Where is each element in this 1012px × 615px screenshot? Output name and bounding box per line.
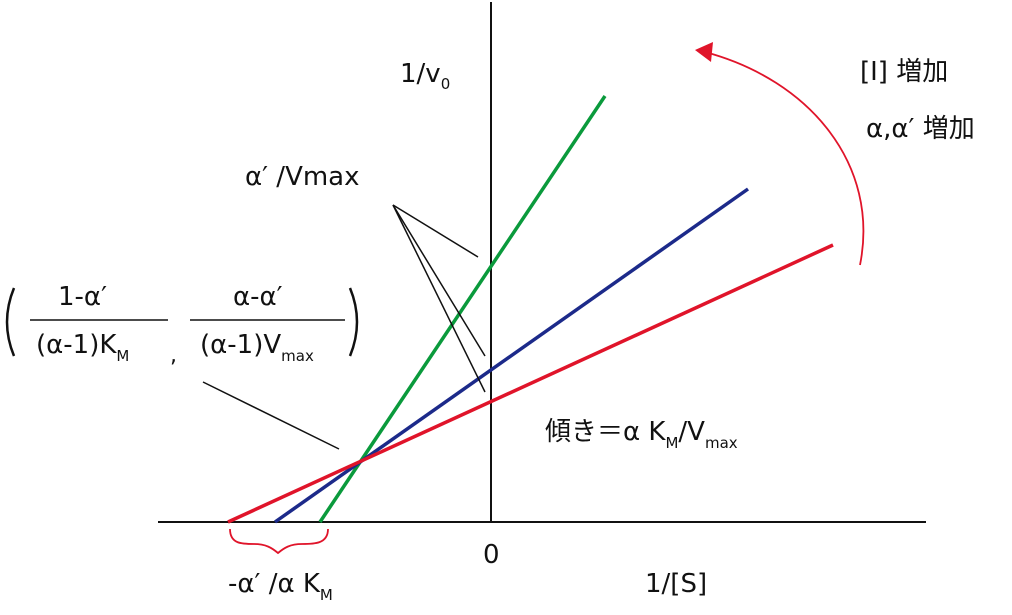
intersection-comma: , xyxy=(170,343,177,368)
blue-line xyxy=(273,187,750,524)
intersection-x-denominator: (α-1)KM xyxy=(36,330,129,365)
intersection-coordinate: 1-α′ (α-1)KM , α-α′ (α-1)Vmax xyxy=(5,282,359,368)
pointer-intersection xyxy=(202,381,340,450)
x-axis-label: 1/[S] xyxy=(645,569,707,599)
right-paren xyxy=(348,287,359,357)
pointer-green-intercept xyxy=(392,204,479,258)
pointer-red-intercept xyxy=(392,204,486,393)
intercept-label: α′ /Vmax xyxy=(245,162,360,192)
increase-alpha-label: α,α′ 増加 xyxy=(866,114,975,144)
increase-inhibitor-label: [I] 増加 xyxy=(860,57,948,87)
intersection-x-numerator: 1-α′ xyxy=(58,282,107,312)
slope-label: 傾き＝α KM/Vmax xyxy=(545,417,738,452)
left-paren xyxy=(5,287,16,357)
green-line xyxy=(318,95,607,523)
origin-label: 0 xyxy=(483,540,500,570)
arrow-head-icon xyxy=(695,42,713,62)
pointer-blue-intercept xyxy=(392,204,486,357)
x-intercept-label: -α′ /α KM xyxy=(228,569,333,604)
intersection-y-numerator: α-α′ xyxy=(233,282,283,312)
y-axis-label: 1/v0 xyxy=(400,59,450,93)
x-intercept-brace xyxy=(229,528,329,555)
increase-arrow-curve xyxy=(704,51,865,266)
intersection-y-denominator: (α-1)Vmax xyxy=(200,330,314,365)
red-line xyxy=(227,243,834,524)
